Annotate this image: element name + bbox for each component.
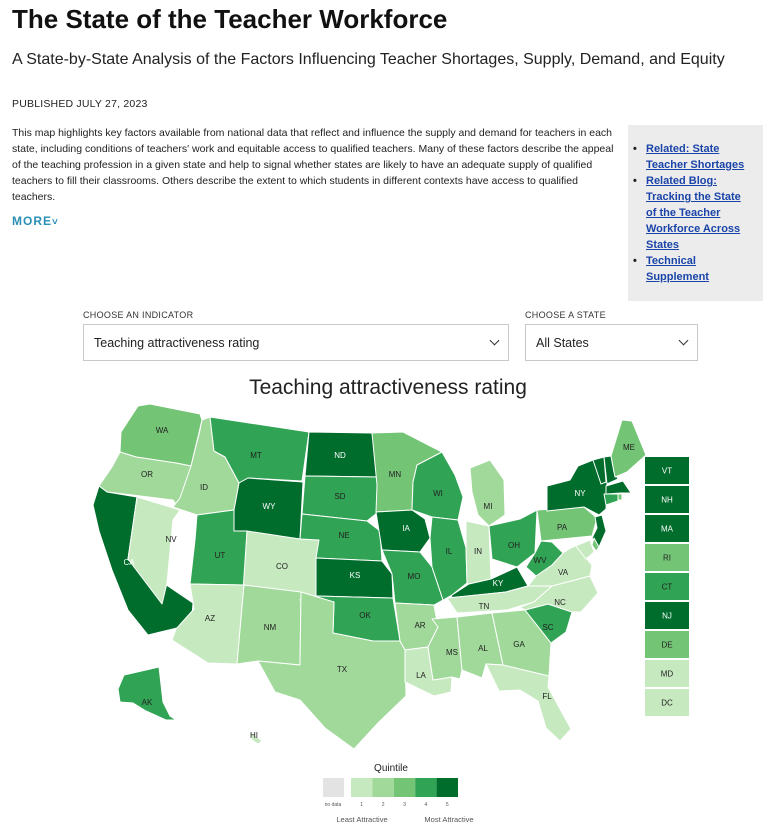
link-state-teacher-shortages[interactable]: Related: State Teacher Shortages [646,143,745,171]
state-ct[interactable] [603,493,619,506]
indicator-label: CHOOSE AN INDICATOR [83,310,194,320]
state-wy[interactable] [233,477,304,540]
related-link-item: Technical Supplement [633,253,753,285]
small-state-box-vt[interactable] [645,457,689,484]
state-mi[interactable] [469,459,506,527]
small-state-box-ct[interactable] [645,573,689,600]
state-select-value: All States [536,335,589,350]
state-de[interactable] [591,537,600,552]
state-hi[interactable] [249,731,263,745]
intro-paragraph: This map highlights key factors availabl… [12,127,614,203]
chevron-down-icon [489,335,500,346]
legend-high-label: Most Attractive [424,815,473,824]
link-related-blog[interactable]: Related Blog: Tracking the State of the … [646,175,741,251]
legend-low-label: Least Attractive [336,815,387,824]
legend-title: Quintile [374,763,408,774]
related-link-item: Related: State Teacher Shortages [633,141,753,173]
link-technical-supplement[interactable]: Technical Supplement [646,255,709,283]
legend-swatch-1 [351,778,373,797]
state-ma[interactable] [605,480,632,495]
state-nd[interactable] [304,431,380,478]
published-date: PUBLISHED JULY 27, 2023 [12,98,148,110]
related-link-item: Related Blog: Tracking the State of the … [633,173,753,253]
state-select[interactable]: All States [525,324,698,361]
more-label: MORE [12,214,52,228]
state-sd[interactable] [301,475,380,522]
related-links-panel: Related: State Teacher Shortages Related… [628,125,763,301]
more-button[interactable]: MORE˅ [12,214,59,228]
small-state-box-ma[interactable] [645,515,689,542]
legend-label-1: 1 [360,802,363,808]
state-ks[interactable] [315,557,394,599]
state-nm[interactable] [236,584,302,666]
state-ak[interactable] [117,666,177,721]
map-title: Teaching attractiveness rating [249,376,527,399]
indicator-select-value: Teaching attractiveness rating [94,335,260,350]
legend-label-2: 2 [382,802,385,808]
chevron-down-icon: ˅ [52,217,59,228]
legend-swatch-no-data [323,778,344,797]
indicator-select[interactable]: Teaching attractiveness rating [83,324,509,361]
small-state-box-dc[interactable] [645,689,689,716]
state-ia[interactable] [375,509,431,553]
legend-label-3: 3 [403,802,406,808]
state-label: CHOOSE A STATE [525,310,606,320]
legend-label-no-data: no data [325,802,342,808]
page-title: The State of the Teacher Workforce [12,4,448,34]
state-mo[interactable] [381,549,444,606]
chevron-down-icon [678,335,689,346]
legend-swatch-5 [436,778,458,797]
legend-swatch-4 [415,778,437,797]
state-nv[interactable] [127,496,181,605]
state-fl[interactable] [485,663,572,742]
state-in[interactable] [465,520,492,585]
legend-swatch-3 [393,778,416,797]
small-state-box-nj[interactable] [645,602,689,629]
page-subtitle: A State-by-State Analysis of the Factors… [12,51,725,68]
legend-label-4: 4 [425,802,428,808]
state-vt[interactable] [592,456,607,485]
legend-swatch-2 [372,778,394,797]
small-state-box-nh[interactable] [645,486,689,513]
state-tx[interactable] [257,591,407,750]
state-ri[interactable] [617,493,623,501]
state-nc[interactable] [519,575,599,613]
state-md[interactable] [562,539,595,560]
state-me[interactable] [610,419,647,478]
small-state-box-ri[interactable] [645,544,689,571]
small-state-box-de[interactable] [645,631,689,658]
small-state-box-md[interactable] [645,660,689,687]
legend-label-5: 5 [446,802,449,808]
state-pa[interactable] [536,506,598,542]
